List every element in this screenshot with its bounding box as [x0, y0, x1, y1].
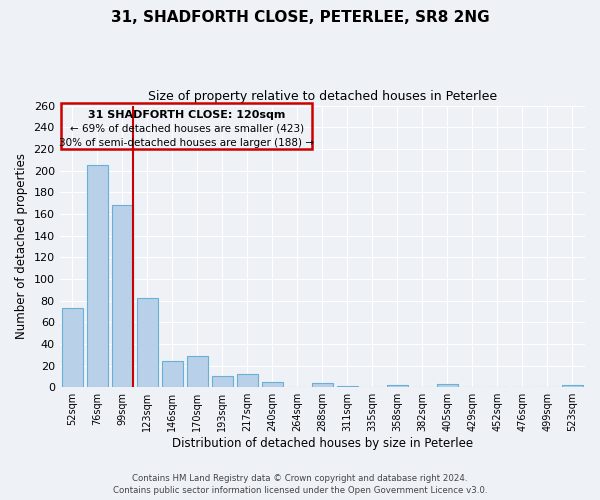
Bar — [86, 165, 108, 387]
Text: 30% of semi-detached houses are larger (188) →: 30% of semi-detached houses are larger (… — [59, 138, 314, 148]
Bar — [187, 356, 208, 387]
Bar — [562, 385, 583, 387]
X-axis label: Distribution of detached houses by size in Peterlee: Distribution of detached houses by size … — [172, 437, 473, 450]
Bar — [337, 386, 358, 387]
Title: Size of property relative to detached houses in Peterlee: Size of property relative to detached ho… — [148, 90, 497, 103]
Text: ← 69% of detached houses are smaller (423): ← 69% of detached houses are smaller (42… — [70, 124, 304, 134]
Bar — [262, 382, 283, 387]
Bar — [137, 298, 158, 387]
Bar — [61, 104, 313, 149]
Text: 31, SHADFORTH CLOSE, PETERLEE, SR8 2NG: 31, SHADFORTH CLOSE, PETERLEE, SR8 2NG — [110, 10, 490, 25]
Bar — [312, 383, 333, 387]
Bar — [236, 374, 258, 387]
Bar — [212, 376, 233, 387]
Bar — [387, 385, 408, 387]
Bar — [437, 384, 458, 387]
Bar — [161, 361, 183, 387]
Text: 31 SHADFORTH CLOSE: 120sqm: 31 SHADFORTH CLOSE: 120sqm — [88, 110, 286, 120]
Y-axis label: Number of detached properties: Number of detached properties — [15, 154, 28, 340]
Bar — [112, 205, 133, 387]
Bar — [62, 308, 83, 387]
Text: Contains HM Land Registry data © Crown copyright and database right 2024.
Contai: Contains HM Land Registry data © Crown c… — [113, 474, 487, 495]
